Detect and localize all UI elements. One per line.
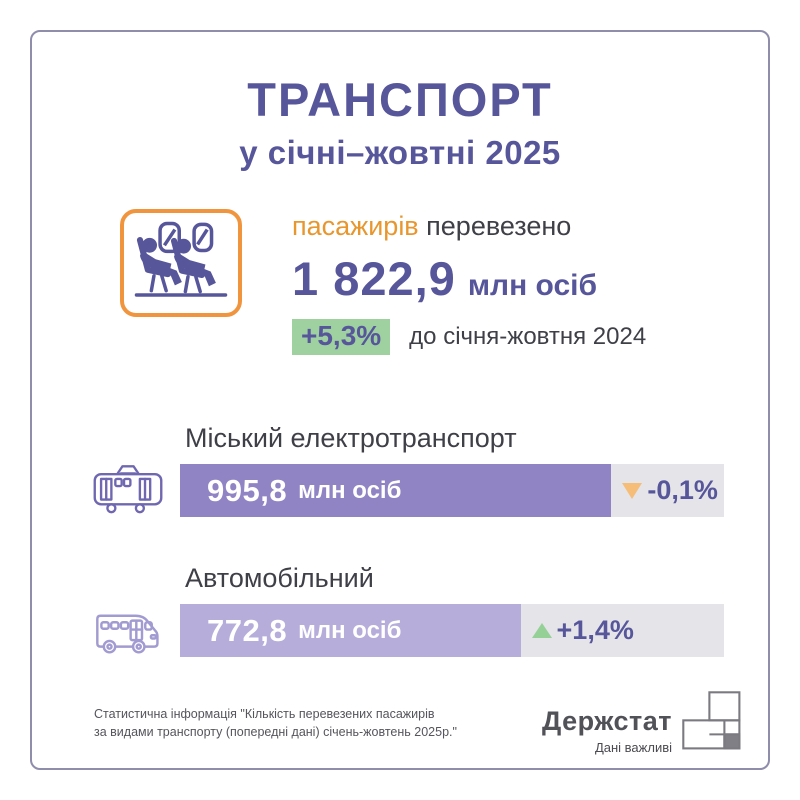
hero-unit: млн осіб — [467, 269, 597, 302]
bar-value: 772,8 — [207, 612, 288, 648]
source-line-2: за видами транспорту (попередні дані) сі… — [94, 724, 457, 739]
brand-tagline: Дані важливі — [594, 740, 672, 755]
hero-value: 1 822,9 — [292, 252, 456, 305]
change-indicator: -0,1% — [622, 475, 718, 506]
infographic-card: ТРАНСПОРТ у січні–жовтні 2025 — [30, 30, 770, 770]
passengers-icon-box — [120, 209, 242, 317]
bar-value: 995,8 — [207, 472, 288, 508]
passengers-icon — [133, 220, 229, 307]
bar-track: 772,8 млн осіб +1,4% — [180, 604, 724, 657]
source-line-1: Статистична інформація "Кількість переве… — [94, 707, 435, 721]
triangle-down-icon — [622, 482, 643, 499]
page-subtitle: у січні–жовтні 2025 — [239, 134, 561, 171]
bar-fill-electrotransport: 995,8 млн осіб — [180, 464, 612, 517]
derzhstat-logo: Держстат Дані важливі — [542, 691, 742, 756]
change-indicator: +1,4% — [531, 615, 634, 646]
section-electrotransport: Міський електротранспорт 995,8 млн осіб … — [90, 423, 736, 517]
bar-unit: млн осіб — [298, 476, 402, 504]
derzhstat-mark-icon — [682, 691, 742, 756]
hero-badge-row: +5,3% до січня-жовтня 2024 — [292, 319, 646, 355]
bus-icon — [90, 605, 168, 664]
triangle-up-icon — [531, 623, 552, 638]
header: ТРАНСПОРТ у січні–жовтні 2025 — [32, 72, 768, 172]
bar-track: 995,8 млн осіб -0,1% — [180, 464, 724, 517]
hero-value-row: 1 822,9 млн осіб — [292, 251, 646, 306]
bar-fill-road: 772,8 млн осіб — [180, 604, 521, 657]
section-road-transport: Автомобільний 772,8 млн осіб +1,4% — [90, 563, 736, 657]
page-title: ТРАНСПОРТ — [247, 73, 553, 126]
bar-unit: млн осіб — [298, 616, 402, 644]
change-value: -0,1% — [647, 475, 718, 505]
change-value: +1,4% — [556, 615, 634, 645]
tram-icon — [90, 461, 168, 524]
section-title: Автомобільний — [185, 563, 374, 593]
comparison-period: до січня-жовтня 2024 — [409, 323, 647, 350]
footer: Статистична інформація "Кількість переве… — [94, 691, 742, 756]
source-note: Статистична інформація "Кількість переве… — [94, 706, 457, 741]
brand-name: Держстат — [542, 706, 672, 736]
hero-block: пасажирів перевезено 1 822,9 млн осіб +5,… — [120, 209, 768, 355]
section-title: Міський електротранспорт — [185, 423, 517, 453]
hero-caption-rest: перевезено — [426, 211, 572, 241]
change-badge: +5,3% — [292, 319, 391, 355]
hero-caption-accent: пасажирів — [292, 211, 419, 241]
hero-text: пасажирів перевезено 1 822,9 млн осіб +5,… — [292, 209, 646, 355]
hero-caption: пасажирів перевезено — [292, 211, 646, 242]
brand-text: Держстат Дані важливі — [542, 706, 672, 756]
